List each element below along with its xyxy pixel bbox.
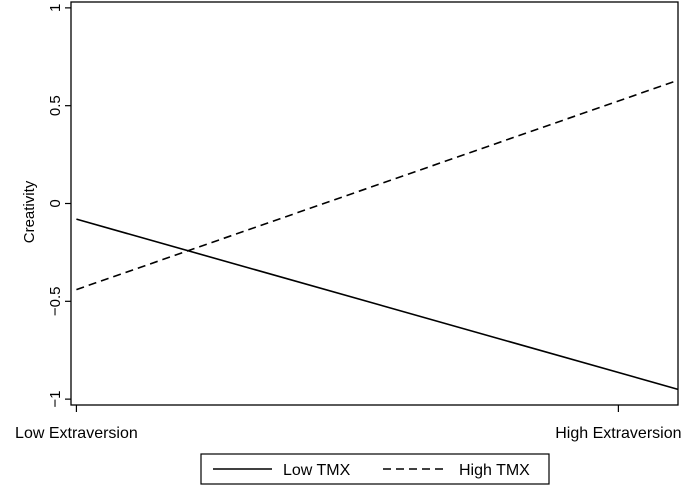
legend-box (200, 453, 550, 485)
x-axis-ticks: Low Extraversion High Extraversion (15, 405, 682, 442)
legend-label-high-tmx: High TMX (459, 462, 530, 479)
y-tick-label: 1 (47, 4, 64, 12)
y-tick-label: 0.5 (47, 95, 64, 116)
legend-label-low-tmx: Low TMX (283, 462, 351, 479)
x-tick-label: High Extraversion (555, 425, 681, 442)
y-tick-label: −0.5 (47, 287, 64, 317)
legend: Low TMX High TMX (200, 453, 550, 485)
plot-frame (70, 1, 679, 406)
x-tick-label: Low Extraversion (15, 425, 138, 442)
series-layer (76, 79, 679, 391)
series-line-high-tmx (76, 79, 679, 291)
y-tick-label: 0 (47, 199, 64, 207)
y-axis-ticks: −1 −0.5 0 0.5 1 (47, 4, 71, 408)
y-tick-label: −1 (47, 391, 64, 408)
series-line-low-tmx (76, 218, 679, 391)
y-axis-label: Creativity (21, 180, 38, 243)
